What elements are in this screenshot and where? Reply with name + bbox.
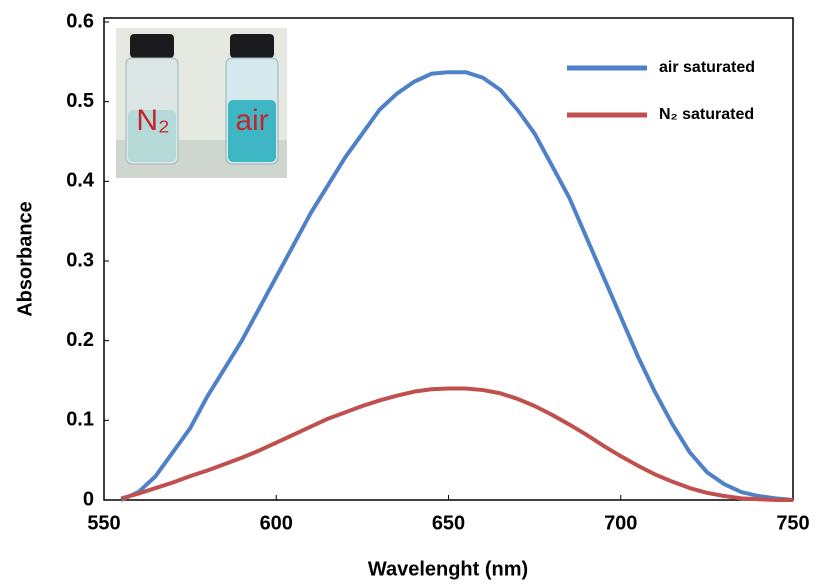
x-axis-label: Wavelenght (nm) — [368, 558, 528, 580]
y-tick-label: 0.6 — [66, 10, 94, 32]
x-tick-label: 750 — [776, 512, 809, 534]
y-tick-label: 0.3 — [66, 249, 94, 271]
y-tick-label: 0 — [83, 488, 94, 510]
x-tick-label: 550 — [87, 512, 120, 534]
legend-label: air saturated — [659, 59, 755, 76]
y-tick-label: 0.5 — [66, 90, 94, 112]
x-tick-label: 600 — [260, 512, 293, 534]
series-line — [120, 70, 794, 502]
y-tick-label: 0.2 — [66, 329, 94, 351]
x-tick-label: 700 — [604, 512, 637, 534]
x-tick-label: 650 — [432, 512, 465, 534]
inset-label: air — [235, 104, 268, 137]
inset-photo: N₂ air — [116, 28, 287, 178]
series-line — [120, 386, 793, 502]
legend-label: N₂ saturated — [659, 106, 754, 123]
y-tick-label: 0.4 — [66, 170, 95, 192]
inset-label: N₂ — [136, 104, 169, 137]
y-tick-label: 0.1 — [66, 409, 94, 431]
y-axis-label: Absorbance — [14, 201, 36, 317]
